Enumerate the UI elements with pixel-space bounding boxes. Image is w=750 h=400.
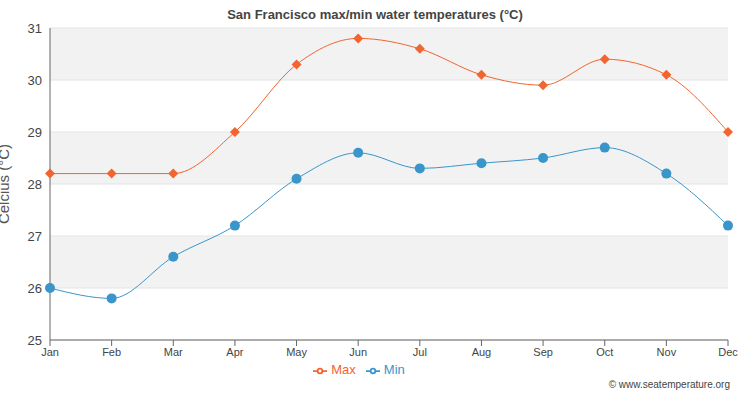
svg-text:28: 28	[28, 177, 42, 192]
svg-text:27: 27	[28, 229, 42, 244]
html-text:© www.seatemperature.org: © www.seatemperature.org	[608, 379, 730, 390]
svg-text:Feb: Feb	[102, 346, 121, 358]
svg-text:Nov: Nov	[657, 346, 677, 358]
svg-text:Celcius (°C): Celcius (°C)	[0, 144, 12, 224]
svg-text:26: 26	[28, 281, 42, 296]
html-text:Max: Max	[331, 362, 356, 377]
svg-text:Sep: Sep	[533, 346, 553, 358]
html-text:Min: Min	[383, 362, 405, 377]
svg-text:May: May	[286, 346, 307, 358]
svg-text:25: 25	[28, 333, 42, 348]
svg-text:Apr: Apr	[226, 346, 243, 358]
svg-text:Oct: Oct	[596, 346, 613, 358]
svg-text:Jun: Jun	[349, 346, 367, 358]
svg-text:Mar: Mar	[164, 346, 183, 358]
svg-text:Jan: Jan	[41, 346, 59, 358]
svg-text:Dec: Dec	[718, 346, 738, 358]
svg-text:Aug: Aug	[472, 346, 492, 358]
svg-text:Jul: Jul	[413, 346, 427, 358]
svg-text:30: 30	[28, 73, 42, 88]
html-text:San Francisco max/min water te: San Francisco max/min water temperatures…	[227, 7, 523, 22]
svg-text:31: 31	[28, 21, 42, 36]
svg-text:29: 29	[28, 125, 42, 140]
